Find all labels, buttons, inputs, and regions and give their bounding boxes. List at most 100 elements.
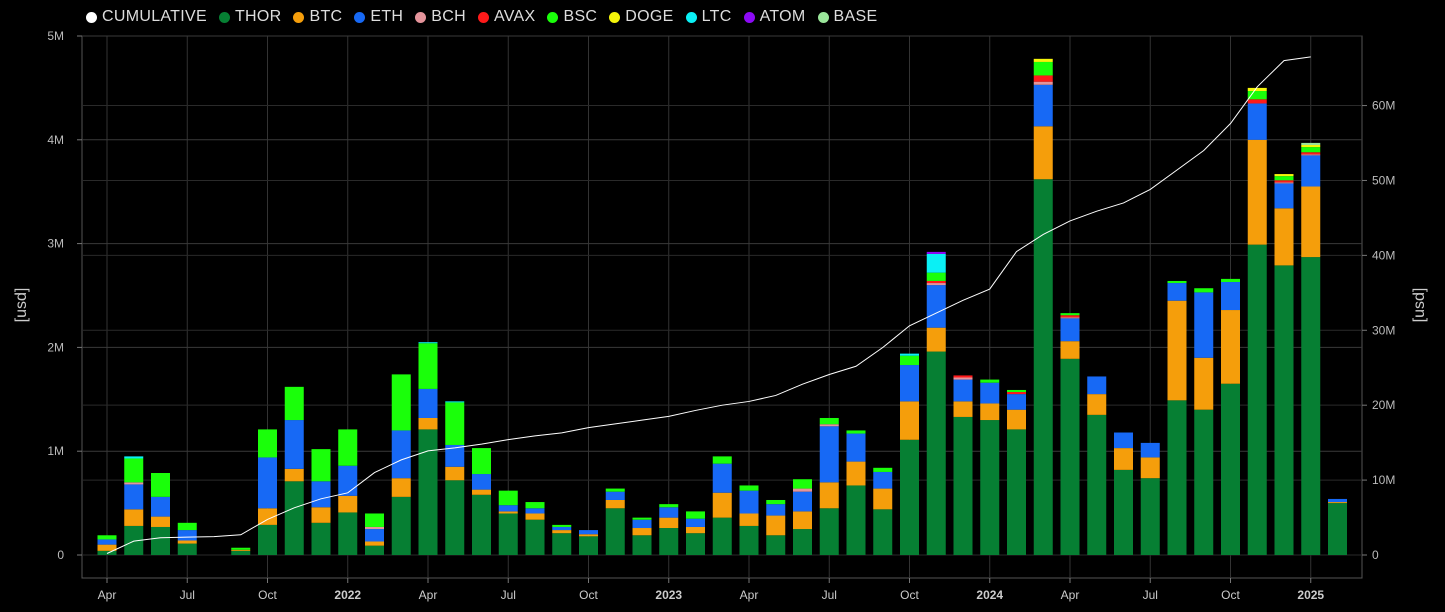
- legend: CUMULATIVE THOR BTC ETH BCH AVAX BSC DOGE LTC ATO…: [86, 7, 889, 27]
- bar-thor-2023-12: [953, 416, 973, 555]
- bar-bch-2024-03: [1033, 81, 1053, 85]
- legend-item-avax[interactable]: AVAX: [477, 8, 536, 26]
- legend-label: BCH: [431, 8, 466, 25]
- legend-item-ltc[interactable]: LTC: [685, 8, 732, 26]
- legend-item-cumulative[interactable]: CUMULATIVE: [86, 8, 207, 26]
- legend-dot-icon: [609, 11, 621, 23]
- bar-thor-2021-07: [177, 543, 197, 555]
- bar-avax-2024-04: [1060, 315, 1080, 318]
- bar-btc-2022-09: [552, 530, 572, 534]
- bar-thor-2024-09: [1194, 409, 1214, 555]
- bar-eth-2023-04: [739, 490, 759, 514]
- bar-thor-2024-05: [1087, 414, 1107, 555]
- bar-btc-2024-02: [1007, 409, 1026, 430]
- bar-thor-2025-02: [1328, 503, 1347, 555]
- bar-thor-2024-10: [1221, 383, 1240, 555]
- legend-item-bch[interactable]: BCH: [415, 8, 466, 26]
- bar-thor-2022-11: [605, 508, 625, 555]
- y-tick-label-right: 50M: [1372, 173, 1395, 187]
- bar-eth-2024-08: [1167, 283, 1187, 301]
- legend-label: DOGE: [625, 8, 674, 25]
- bar-eth-2022-09: [552, 526, 572, 531]
- legend-label: AVAX: [493, 8, 536, 25]
- bar-avax-2025-01: [1301, 152, 1321, 155]
- bar-btc-2024-01: [980, 403, 1000, 421]
- bar-doge-2024-12: [1274, 174, 1294, 177]
- legend-item-thor[interactable]: THOR: [218, 8, 282, 26]
- bar-bsc-2022-12: [632, 517, 652, 520]
- bar-bsc-2023-07: [819, 417, 839, 425]
- bar-thor-2022-08: [525, 519, 545, 555]
- bar-bsc-2021-04: [97, 535, 117, 540]
- legend-label: LTC: [701, 8, 732, 25]
- bar-btc-2021-07: [177, 540, 197, 544]
- bar-eth-2025-02: [1328, 498, 1347, 503]
- bar-bch-2023-06: [793, 488, 812, 492]
- bar-bsc-2022-01: [338, 429, 358, 466]
- bar-thor-2023-01: [659, 528, 679, 555]
- legend-dot-icon: [743, 11, 755, 23]
- x-tick-label: Oct: [579, 588, 598, 602]
- bar-eth-2021-12: [311, 481, 331, 508]
- legend-dot-icon: [354, 11, 366, 23]
- bar-bsc-2022-11: [605, 488, 625, 492]
- legend-label: BTC: [309, 8, 343, 25]
- legend-item-atom[interactable]: ATOM: [743, 8, 806, 26]
- y-tick-label-left: 1M: [47, 444, 64, 458]
- bar-bch-2025-01: [1301, 154, 1321, 156]
- bar-eth-2023-06: [793, 491, 812, 512]
- bar-btc-2024-03: [1033, 126, 1053, 180]
- bar-thor-2024-02: [1007, 429, 1026, 555]
- legend-dot-icon: [817, 11, 829, 23]
- bar-eth-2023-07: [819, 426, 839, 483]
- bar-btc-2021-04: [97, 544, 117, 551]
- bar-bsc-2021-07: [177, 522, 197, 531]
- bar-btc-2024-07: [1140, 457, 1160, 479]
- bar-eth-2022-05: [445, 444, 465, 467]
- bar-eth-2021-10: [258, 457, 277, 509]
- bar-btc-2023-05: [766, 515, 786, 536]
- bar-eth-2021-07: [177, 530, 197, 541]
- bar-eth-2024-09: [1194, 292, 1214, 358]
- legend-item-doge[interactable]: DOGE: [609, 8, 673, 26]
- bar-thor-2023-09: [873, 509, 893, 555]
- bar-eth-2022-06: [472, 474, 491, 490]
- legend-item-base[interactable]: BASE: [817, 8, 878, 26]
- bar-thor-2024-04: [1060, 358, 1080, 555]
- bar-avax-2023-12: [953, 375, 973, 378]
- bar-bch-2021-05: [124, 482, 144, 485]
- bar-bsc-2022-07: [498, 490, 518, 506]
- x-tick-label: Jul: [501, 588, 516, 602]
- bar-bsc-2024-08: [1167, 280, 1187, 284]
- y-tick-label-left: 5M: [47, 29, 64, 43]
- bar-thor-2023-05: [766, 535, 786, 555]
- legend-label: ATOM: [759, 8, 806, 25]
- bar-thor-2022-03: [391, 496, 411, 555]
- bar-thor-2021-10: [258, 524, 277, 555]
- bar-btc-2022-01: [338, 495, 358, 513]
- bar-btc-2022-12: [632, 528, 652, 536]
- bar-eth-2022-10: [579, 530, 598, 535]
- bar-eth-2023-05: [766, 504, 786, 516]
- bar-eth-2022-11: [605, 491, 625, 500]
- x-tick-label: Jul: [822, 588, 837, 602]
- bar-avax-2024-02: [1007, 392, 1026, 395]
- y-tick-label-right: 30M: [1372, 323, 1395, 337]
- legend-item-btc[interactable]: BTC: [293, 8, 342, 26]
- x-tick-label: Oct: [258, 588, 277, 602]
- bar-thor-2024-07: [1140, 478, 1160, 555]
- legend-label: BASE: [833, 8, 878, 25]
- bar-btc-2021-10: [258, 508, 277, 525]
- bar-btc-2022-02: [365, 541, 384, 546]
- bar-btc-2023-11: [926, 327, 946, 352]
- bar-eth-2023-10: [900, 365, 919, 402]
- bar-doge-2024-03: [1033, 58, 1053, 62]
- bar-bsc-2021-05: [124, 458, 144, 483]
- bar-thor-2022-02: [365, 545, 384, 555]
- legend-item-eth[interactable]: ETH: [354, 8, 403, 26]
- bar-avax-2024-11: [1247, 99, 1267, 104]
- bar-ltc-2022-04: [418, 342, 438, 344]
- legend-item-bsc[interactable]: BSC: [547, 8, 597, 26]
- bar-eth-2024-06: [1114, 432, 1133, 449]
